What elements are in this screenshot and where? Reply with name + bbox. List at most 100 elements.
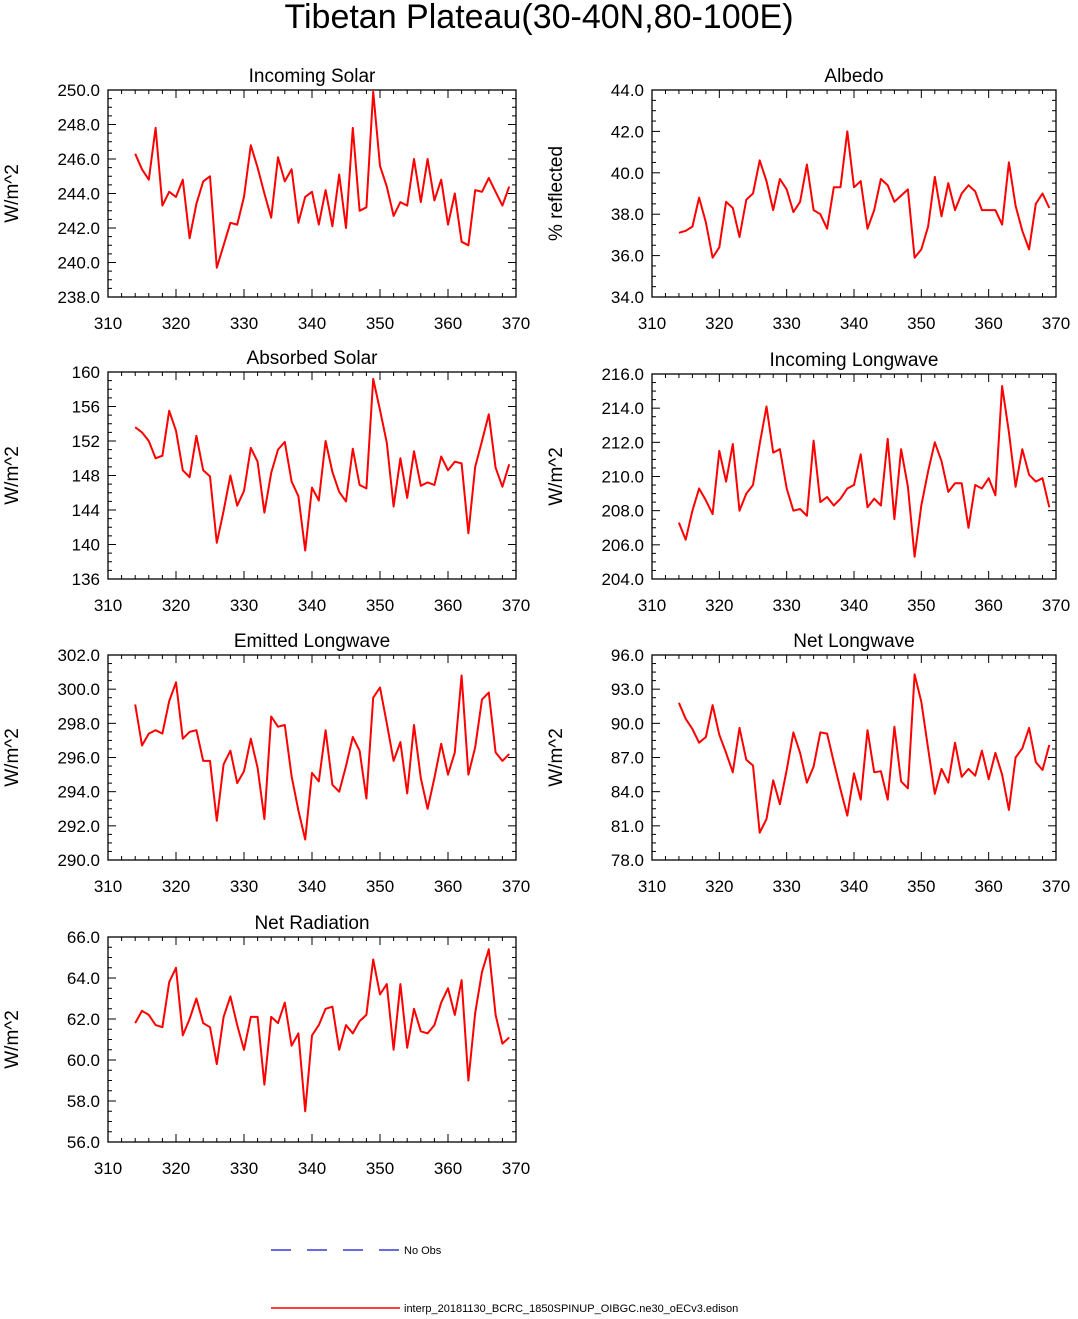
incoming-solar-y-tick-label: 250.0 (57, 81, 100, 100)
emitted-longwave-y-tick-label: 300.0 (57, 680, 100, 699)
albedo-panel-title: Albedo (824, 66, 883, 87)
net-radiation-y-tick-label: 66.0 (67, 928, 100, 947)
incoming-solar-y-tick-label: 238.0 (57, 288, 100, 307)
net-longwave-y-tick-label: 78.0 (611, 851, 644, 870)
incoming-solar-x-tick-label: 340 (298, 314, 326, 333)
incoming-solar-y-tick-label: 242.0 (57, 219, 100, 238)
net-radiation-x-tick-label: 360 (434, 1159, 462, 1178)
albedo-x-tick-label: 310 (638, 314, 666, 333)
absorbed-solar-plot-frame (107, 371, 517, 580)
absorbed-solar-x-tick-label: 350 (366, 596, 394, 615)
incoming-solar-series-line (134, 90, 511, 269)
net-longwave-plot-frame (651, 654, 1057, 861)
albedo-x-tick-label: 350 (907, 314, 935, 333)
incoming-longwave-panel-title: Incoming Longwave (770, 350, 939, 371)
emitted-longwave-y-tick-label: 294.0 (57, 783, 100, 802)
net-longwave-series-line (677, 673, 1051, 834)
absorbed-solar-x-tick-label: 320 (162, 596, 190, 615)
incoming-longwave-x-tick-label: 350 (907, 596, 935, 615)
absorbed-solar-y-axis-label: W/m^2 (2, 446, 23, 505)
net-radiation-y-tick-label: 64.0 (67, 969, 100, 988)
panels-group: Incoming Solar W/m^2 238.0 240.0 242.0 244.0 2… (2, 66, 1070, 1178)
incoming-longwave-y-axis-label: W/m^2 (546, 447, 567, 506)
absorbed-solar-x-tick-label: 310 (94, 596, 122, 615)
net-radiation-x-tick-label: 370 (502, 1159, 530, 1178)
incoming-longwave-x-tick-label: 370 (1042, 596, 1070, 615)
net-radiation-y-axis-label: W/m^2 (2, 1010, 23, 1069)
net-radiation-series-line (134, 948, 510, 1113)
net-longwave-y-tick-label: 81.0 (611, 817, 644, 836)
absorbed-solar-y-tick-label: 148 (72, 467, 100, 486)
emitted-longwave-x-tick-label: 340 (298, 877, 326, 896)
figure-title: Tibetan Plateau(30-40N,80-100E) (284, 0, 793, 36)
net-longwave-y-tick-label: 96.0 (611, 646, 644, 665)
legend-model-label: interp_20181130_BCRC_1850SPINUP_OIBGC.ne… (404, 1303, 738, 1315)
absorbed-solar-panel-title: Absorbed Solar (247, 348, 379, 369)
albedo-x-tick-label: 320 (705, 314, 733, 333)
incoming-longwave-y-tick-label: 210.0 (601, 468, 644, 487)
absorbed-solar-y-tick-label: 152 (72, 432, 100, 451)
emitted-longwave-y-tick-label: 290.0 (57, 851, 100, 870)
absorbed-solar-y-tick-label: 160 (72, 363, 100, 382)
albedo-y-axis-label: % reflected (546, 146, 567, 241)
incoming-solar-y-axis-label: W/m^2 (2, 164, 23, 223)
albedo-y-tick-label: 42.0 (611, 122, 644, 141)
incoming-solar-x-tick-label: 320 (162, 314, 190, 333)
panel-incoming-solar: Incoming Solar W/m^2 238.0 240.0 242.0 244.0 2… (2, 66, 530, 333)
net-radiation-x-tick-label: 340 (298, 1159, 326, 1178)
net-longwave-y-axis-label: W/m^2 (546, 728, 567, 787)
net-radiation-x-tick-label: 320 (162, 1159, 190, 1178)
emitted-longwave-y-tick-label: 296.0 (57, 749, 100, 768)
net-longwave-x-tick-label: 340 (840, 877, 868, 896)
absorbed-solar-y-tick-label: 144 (72, 501, 100, 520)
panel-net-radiation: Net Radiation W/m^2 56.0 58.0 60.0 62.0 64.0 66… (2, 913, 530, 1178)
net-longwave-x-tick-label: 350 (907, 877, 935, 896)
incoming-longwave-y-tick-label: 204.0 (601, 570, 644, 589)
emitted-longwave-x-tick-label: 310 (94, 877, 122, 896)
net-longwave-y-tick-label: 93.0 (611, 680, 644, 699)
incoming-longwave-x-tick-label: 310 (638, 596, 666, 615)
emitted-longwave-x-tick-label: 330 (230, 877, 258, 896)
albedo-x-tick-label: 340 (840, 314, 868, 333)
incoming-solar-x-tick-label: 310 (94, 314, 122, 333)
net-longwave-y-tick-label: 90.0 (611, 714, 644, 733)
net-longwave-x-tick-label: 360 (974, 877, 1002, 896)
net-radiation-panel-title: Net Radiation (254, 913, 369, 934)
incoming-longwave-series-line (677, 385, 1051, 558)
panel-absorbed-solar: Absorbed Solar W/m^2 136 140 144 148 152 156 160… (2, 348, 530, 615)
albedo-plot-frame (651, 89, 1057, 298)
albedo-y-tick-label: 40.0 (611, 164, 644, 183)
net-radiation-x-tick-label: 350 (366, 1159, 394, 1178)
emitted-longwave-x-tick-label: 350 (366, 877, 394, 896)
net-longwave-x-tick-label: 330 (772, 877, 800, 896)
emitted-longwave-y-tick-label: 298.0 (57, 714, 100, 733)
absorbed-solar-y-tick-label: 136 (72, 570, 100, 589)
net-radiation-x-tick-label: 310 (94, 1159, 122, 1178)
albedo-y-tick-label: 34.0 (611, 288, 644, 307)
absorbed-solar-x-tick-label: 330 (230, 596, 258, 615)
incoming-longwave-x-tick-label: 360 (974, 596, 1002, 615)
albedo-x-tick-label: 370 (1042, 314, 1070, 333)
emitted-longwave-x-tick-label: 370 (502, 877, 530, 896)
legend: No Obs interp_20181130_BCRC_1850SPINUP_O… (271, 1245, 738, 1315)
incoming-longwave-y-tick-label: 206.0 (601, 536, 644, 555)
net-longwave-y-tick-label: 84.0 (611, 783, 644, 802)
incoming-solar-panel-title: Incoming Solar (249, 66, 376, 87)
albedo-y-tick-label: 36.0 (611, 247, 644, 266)
incoming-solar-x-tick-label: 360 (434, 314, 462, 333)
net-longwave-x-tick-label: 320 (705, 877, 733, 896)
incoming-solar-x-tick-label: 370 (502, 314, 530, 333)
incoming-longwave-x-tick-label: 330 (772, 596, 800, 615)
emitted-longwave-y-tick-label: 302.0 (57, 646, 100, 665)
incoming-solar-x-tick-label: 350 (366, 314, 394, 333)
incoming-longwave-y-tick-label: 216.0 (601, 365, 644, 384)
incoming-solar-y-tick-label: 246.0 (57, 150, 100, 169)
absorbed-solar-x-tick-label: 340 (298, 596, 326, 615)
albedo-y-tick-label: 44.0 (611, 81, 644, 100)
net-radiation-y-tick-label: 62.0 (67, 1010, 100, 1029)
net-longwave-x-tick-label: 310 (638, 877, 666, 896)
albedo-y-tick-label: 38.0 (611, 205, 644, 224)
absorbed-solar-series-line (134, 377, 511, 552)
panel-albedo: Albedo % reflected 34.0 36.0 38.0 40.0 42.0 44.… (546, 66, 1070, 333)
